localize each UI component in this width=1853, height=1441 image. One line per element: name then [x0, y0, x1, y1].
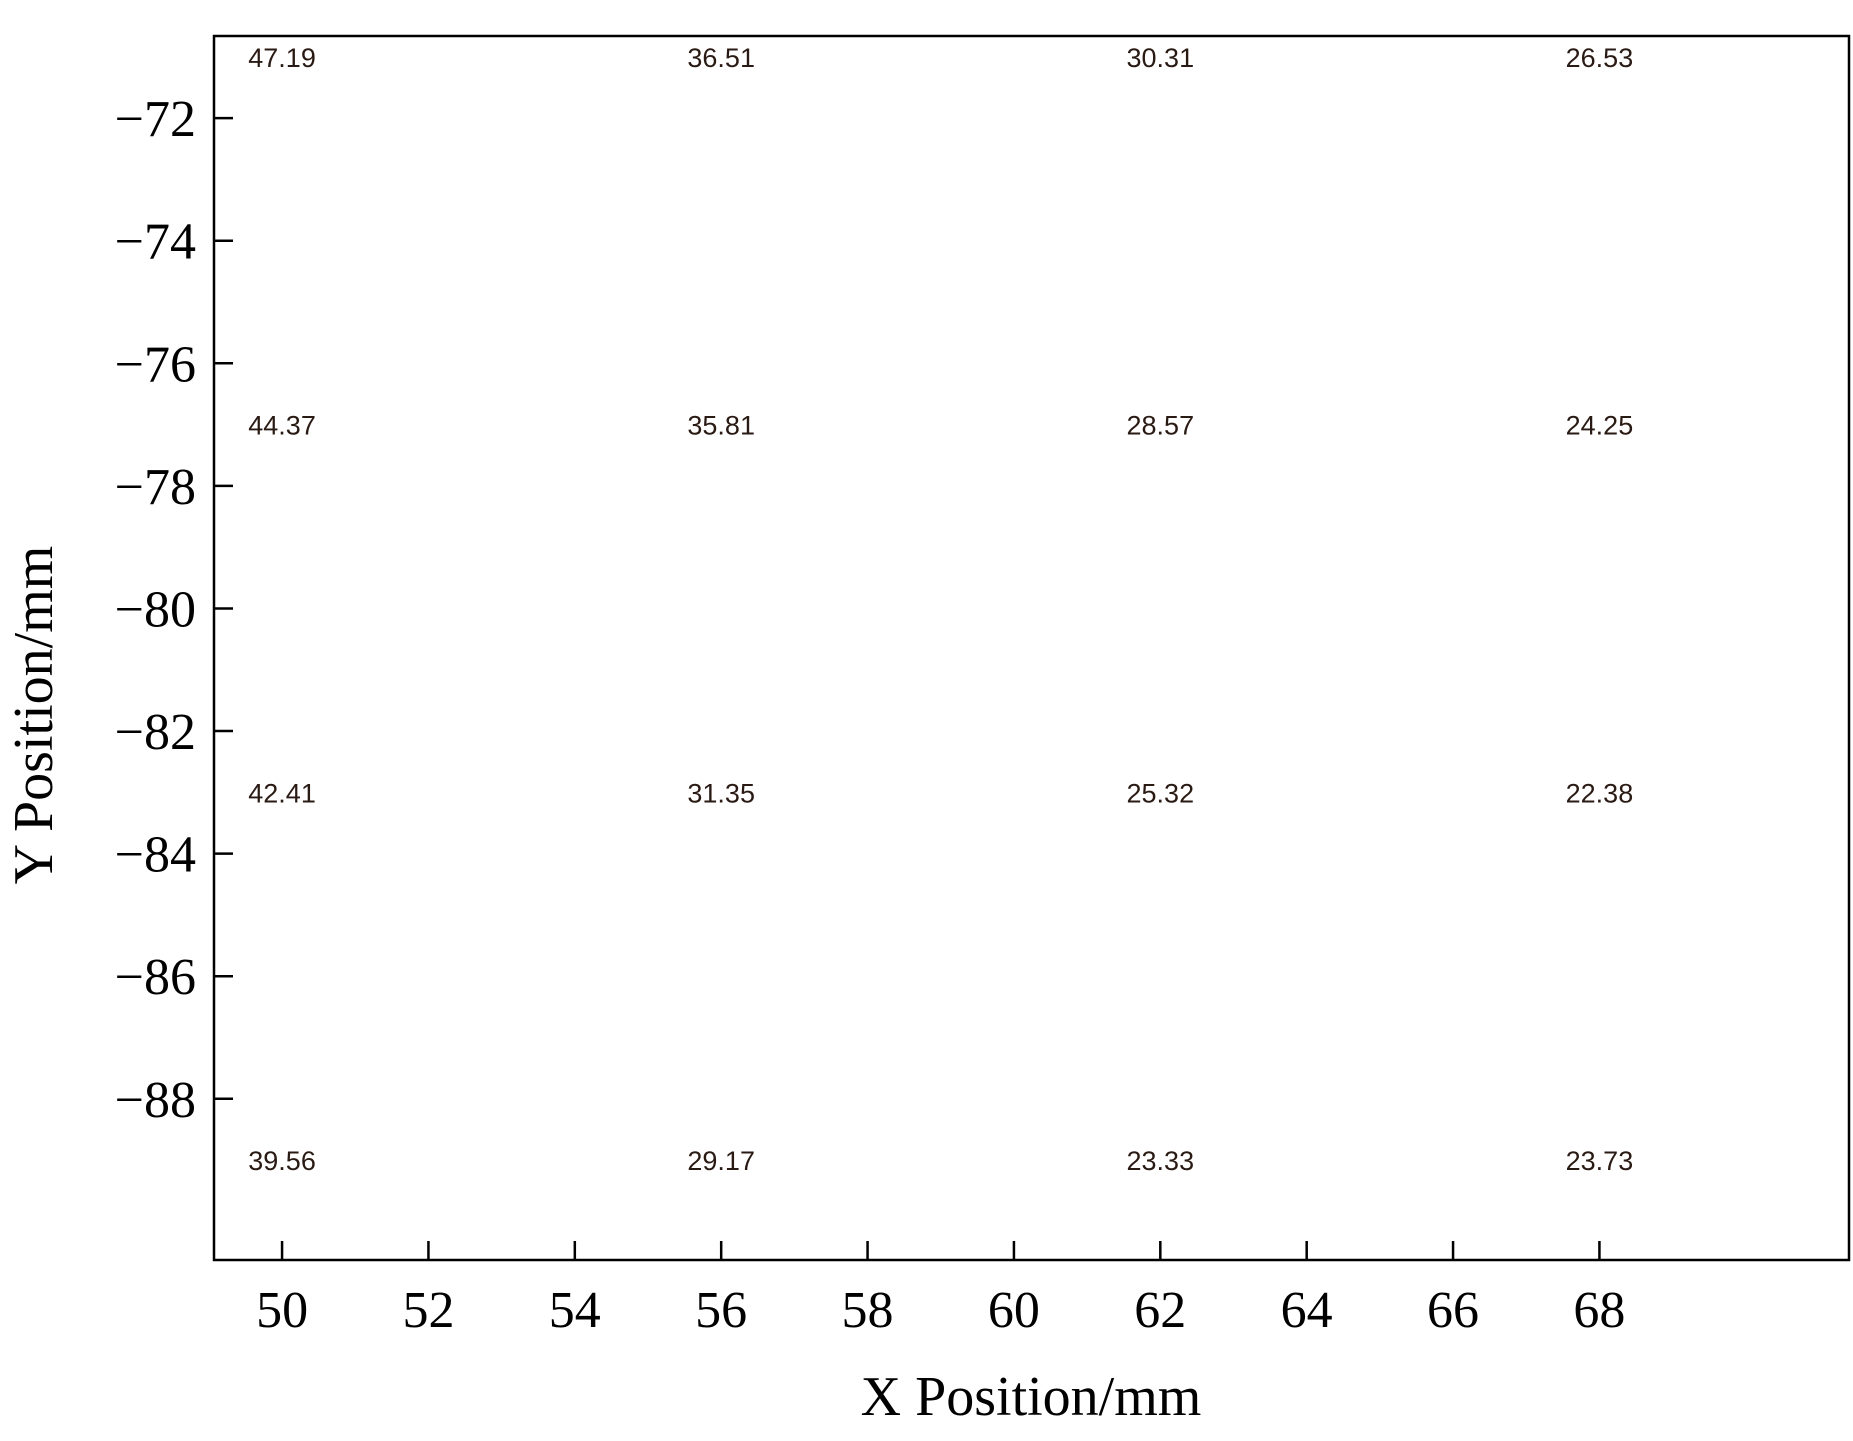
y-tick-label: −84 — [115, 827, 196, 884]
data-point-label: 36.51 — [687, 43, 755, 73]
data-point-label: 25.32 — [1127, 778, 1195, 808]
y-tick-label: −88 — [115, 1072, 196, 1129]
x-tick-label: 56 — [695, 1282, 747, 1339]
y-tick-label: −82 — [115, 704, 196, 761]
x-tick-label: 52 — [402, 1282, 454, 1339]
data-point-label: 39.56 — [248, 1146, 316, 1176]
data-labels: 47.19 36.51 30.31 26.53 44.37 35.81 28.57 24.25… — [248, 43, 1633, 1176]
x-tick-label: 58 — [842, 1282, 894, 1339]
data-point-label: 22.38 — [1566, 778, 1634, 808]
data-point-label: 31.35 — [687, 778, 755, 808]
x-tick-label: 62 — [1134, 1282, 1186, 1339]
plot-frame — [212, 34, 1851, 1262]
data-point-label: 30.31 — [1127, 43, 1195, 73]
data-point-label: 23.33 — [1127, 1146, 1195, 1176]
x-tick-label: 60 — [988, 1282, 1040, 1339]
data-point-label: 29.17 — [687, 1146, 755, 1176]
data-point-label: 28.57 — [1127, 411, 1195, 441]
x-tick-label: 64 — [1281, 1282, 1333, 1339]
x-axis-title: X Position/mm — [861, 1366, 1202, 1428]
data-point-label: 35.81 — [687, 411, 755, 441]
data-point-label: 24.25 — [1566, 411, 1634, 441]
y-tick-label: −72 — [115, 91, 196, 148]
x-tick-label: 50 — [256, 1282, 308, 1339]
data-point-label: 44.37 — [248, 411, 316, 441]
x-tick-label: 66 — [1427, 1282, 1479, 1339]
y-tick-label: −78 — [115, 459, 196, 516]
y-tick-label: −74 — [115, 214, 196, 271]
y-tick-label: −76 — [115, 336, 196, 393]
y-axis-title: Y Position/mm — [3, 546, 65, 885]
y-axis: −72 −74 −76 −78 −80 −82 −84 −86 −88 — [115, 91, 233, 1129]
x-tick-label: 54 — [549, 1282, 601, 1339]
data-point-label: 23.73 — [1566, 1146, 1634, 1176]
x-tick-label: 68 — [1573, 1282, 1625, 1339]
x-axis: 50 52 54 56 58 60 62 64 66 68 — [256, 1241, 1625, 1339]
data-point-label: 47.19 — [248, 43, 316, 73]
y-tick-label: −80 — [115, 581, 196, 638]
data-point-label: 42.41 — [248, 778, 316, 808]
data-point-label: 26.53 — [1566, 43, 1634, 73]
y-tick-label: −86 — [115, 949, 196, 1006]
